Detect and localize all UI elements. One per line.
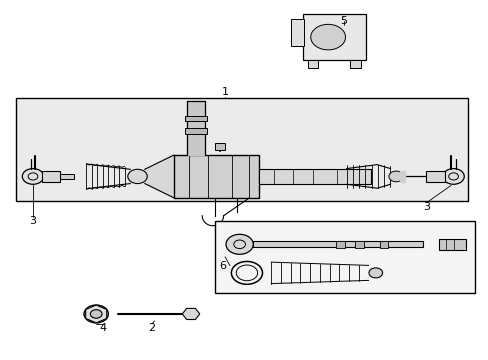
Bar [41, 171, 60, 182]
Bar [290, 18, 304, 46]
Circle shape [127, 169, 147, 184]
Polygon shape [182, 309, 200, 320]
Bar [259, 168, 370, 184]
Circle shape [90, 310, 102, 318]
Ellipse shape [310, 24, 345, 50]
Circle shape [225, 234, 253, 254]
Bar [307, 60, 318, 68]
Polygon shape [187, 102, 204, 155]
Polygon shape [85, 305, 106, 323]
Text: 4: 4 [100, 323, 107, 333]
Bar [379, 241, 387, 248]
Circle shape [388, 171, 403, 182]
Bar [426, 171, 444, 182]
Bar [438, 239, 465, 249]
Bar [350, 60, 361, 68]
Bar [335, 241, 344, 248]
Bar [302, 14, 366, 60]
Polygon shape [399, 171, 404, 182]
Bar [215, 221, 474, 293]
Bar [57, 174, 74, 179]
Bar [185, 128, 206, 134]
Polygon shape [144, 155, 174, 198]
Circle shape [442, 168, 463, 184]
Bar [215, 143, 224, 150]
Text: 6: 6 [219, 261, 225, 271]
Circle shape [368, 268, 382, 278]
Bar [355, 241, 364, 248]
Bar [174, 155, 259, 198]
Text: 3: 3 [29, 216, 37, 226]
Text: 3: 3 [423, 202, 429, 212]
Text: 2: 2 [148, 323, 155, 333]
Circle shape [84, 305, 108, 323]
Text: 5: 5 [340, 16, 347, 26]
Circle shape [22, 168, 43, 184]
Text: 1: 1 [221, 87, 228, 98]
Bar [16, 98, 467, 202]
Bar [185, 116, 206, 121]
Bar [253, 242, 423, 247]
